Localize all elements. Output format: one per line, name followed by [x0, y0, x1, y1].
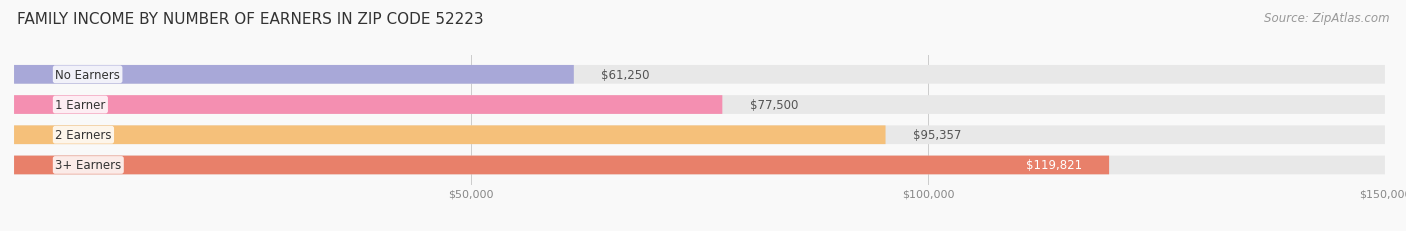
FancyBboxPatch shape	[14, 96, 1385, 114]
Text: Source: ZipAtlas.com: Source: ZipAtlas.com	[1264, 12, 1389, 24]
Text: FAMILY INCOME BY NUMBER OF EARNERS IN ZIP CODE 52223: FAMILY INCOME BY NUMBER OF EARNERS IN ZI…	[17, 12, 484, 27]
FancyBboxPatch shape	[14, 156, 1385, 175]
FancyBboxPatch shape	[14, 126, 1385, 144]
Text: 2 Earners: 2 Earners	[55, 129, 111, 142]
Text: No Earners: No Earners	[55, 69, 120, 82]
FancyBboxPatch shape	[14, 156, 1109, 175]
Text: $119,821: $119,821	[1025, 159, 1081, 172]
Text: $77,500: $77,500	[749, 99, 799, 112]
Text: $61,250: $61,250	[602, 69, 650, 82]
Text: 1 Earner: 1 Earner	[55, 99, 105, 112]
FancyBboxPatch shape	[14, 66, 574, 84]
FancyBboxPatch shape	[14, 126, 886, 144]
FancyBboxPatch shape	[14, 66, 1385, 84]
FancyBboxPatch shape	[14, 96, 723, 114]
Text: 3+ Earners: 3+ Earners	[55, 159, 121, 172]
Text: $95,357: $95,357	[912, 129, 962, 142]
